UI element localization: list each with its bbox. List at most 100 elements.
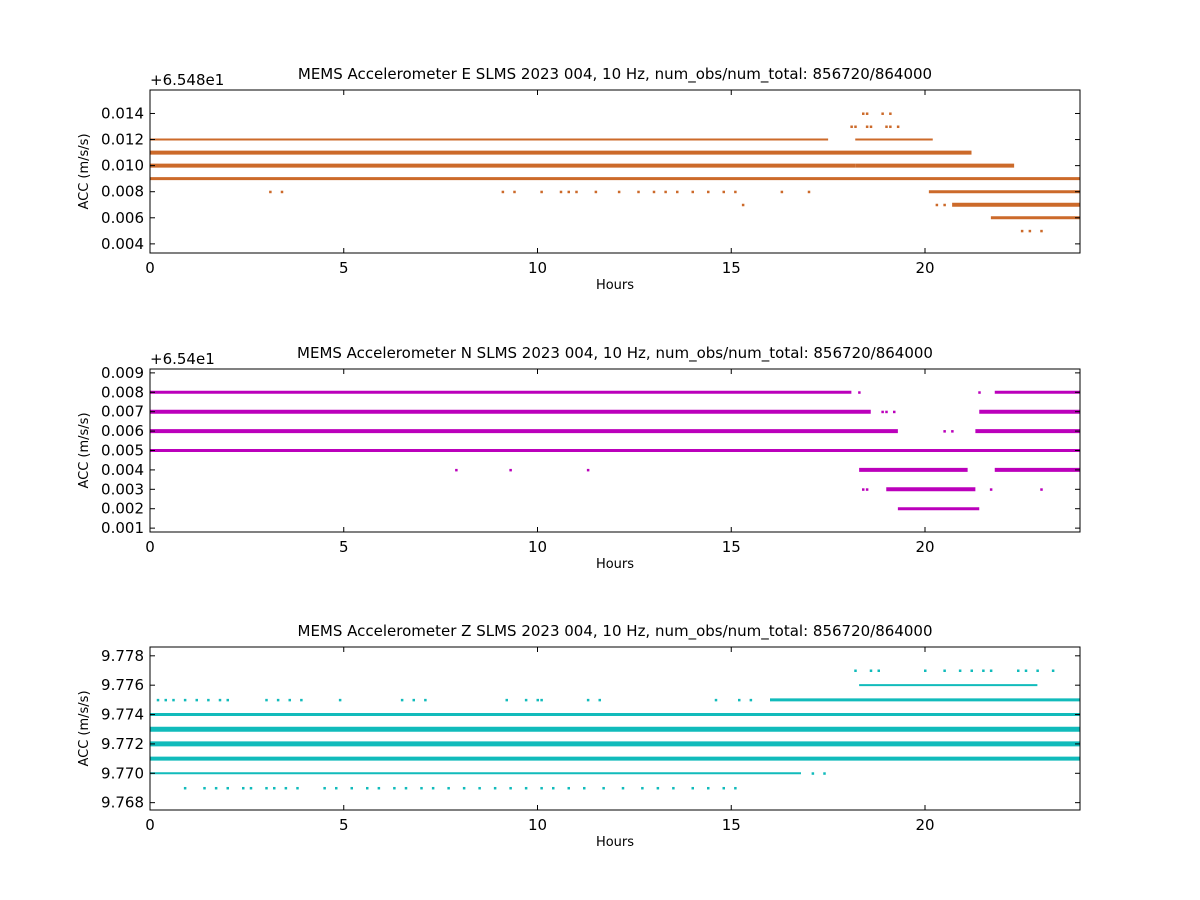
data-point-n-2-1 [509, 468, 512, 472]
data-point-z-3-12 [350, 786, 353, 790]
data-point-e-3-1 [935, 203, 939, 207]
data-point-e-2-19 [807, 190, 811, 194]
chart-title-e: MEMS Accelerometer E SLMS 2023 004, 10 H… [298, 65, 932, 84]
data-point-z-1-14 [412, 698, 415, 702]
data-point-z-1-0 [156, 698, 160, 702]
data-point-z-3-4 [242, 786, 245, 790]
data-point-z-3-6 [265, 786, 268, 790]
x-tick-label-e-4: 20 [915, 259, 934, 277]
data-point-e-2-10 [637, 190, 640, 194]
y-tick-label-n-8: 0.009 [101, 364, 144, 382]
data-point-e-4-1 [1028, 229, 1032, 233]
data-point-z-3-22 [493, 786, 497, 790]
data-point-n-0-0 [881, 410, 884, 414]
data-point-z-1-19 [540, 698, 543, 702]
chart-title-n: MEMS Accelerometer N SLMS 2023 004, 10 H… [297, 344, 933, 363]
data-point-z-0-12 [1051, 669, 1055, 672]
x-axis-label-e: Hours [596, 278, 634, 293]
data-point-z-1-20 [586, 698, 590, 702]
data-point-z-3-28 [583, 786, 586, 790]
axis-offset-label-n: +6.54e1 [150, 350, 215, 368]
data-point-z-2-1 [823, 772, 826, 775]
data-point-z-3-33 [672, 786, 675, 790]
data-point-z-3-17 [420, 786, 423, 790]
y-tick-label-n-4: 0.005 [101, 442, 144, 460]
data-point-z-3-19 [447, 786, 450, 790]
data-point-n-3-2 [989, 488, 993, 491]
data-point-z-0-6 [970, 669, 973, 672]
data-point-z-3-32 [656, 786, 660, 790]
data-point-z-1-12 [338, 698, 342, 702]
data-point-e-2-15 [707, 190, 710, 194]
x-tick-label-e-3: 15 [722, 259, 741, 277]
data-point-z-0-0 [854, 669, 857, 672]
data-point-z-3-24 [524, 786, 528, 790]
data-point-z-0-11 [1036, 669, 1039, 672]
data-point-z-3-1 [203, 786, 206, 790]
data-point-e-2-16 [722, 190, 725, 194]
data-point-e-0-2 [881, 112, 884, 115]
chart-title-z: MEMS Accelerometer Z SLMS 2023 004, 10 H… [298, 622, 933, 641]
y-axis-label-n: ACC (m/s/s) [77, 412, 92, 488]
data-point-e-1-1 [854, 125, 857, 129]
data-point-z-0-2 [877, 669, 880, 672]
data-point-z-3-26 [552, 786, 555, 790]
data-point-z-0-7 [982, 669, 985, 672]
data-point-z-3-35 [707, 786, 710, 790]
x-tick-label-n-4: 20 [915, 538, 934, 556]
data-point-z-0-5 [958, 669, 962, 672]
data-point-z-3-14 [377, 786, 381, 790]
y-tick-label-e-4: 0.012 [101, 131, 144, 149]
data-point-e-2-13 [676, 190, 679, 194]
data-point-e-1-6 [896, 125, 900, 129]
data-point-z-3-27 [567, 786, 570, 790]
data-point-e-1-4 [885, 125, 888, 129]
data-point-z-3-29 [602, 786, 605, 790]
x-tick-label-n-3: 15 [722, 538, 741, 556]
data-point-z-1-17 [524, 698, 528, 702]
chart-panel-z: MEMS Accelerometer Z SLMS 2023 004, 10 H… [77, 622, 1081, 850]
data-point-e-2-11 [652, 190, 656, 194]
data-point-z-3-31 [641, 786, 644, 790]
y-tick-label-e-0: 0.004 [101, 235, 144, 253]
data-point-n-3-3 [1040, 488, 1043, 491]
data-point-e-2-9 [617, 190, 621, 194]
data-point-z-3-20 [462, 786, 466, 790]
data-point-e-2-6 [567, 190, 570, 194]
data-point-z-1-16 [505, 698, 508, 702]
data-point-z-3-10 [323, 786, 326, 790]
x-tick-label-e-1: 5 [339, 259, 349, 277]
data-point-z-3-30 [621, 786, 625, 790]
data-point-z-1-13 [400, 698, 404, 702]
data-point-z-0-9 [1017, 669, 1020, 672]
data-point-e-1-5 [889, 125, 892, 129]
data-point-z-3-9 [296, 786, 299, 790]
data-point-z-3-15 [393, 786, 396, 790]
data-layer-e [150, 112, 1080, 233]
data-point-z-3-18 [431, 786, 435, 790]
data-point-z-1-18 [536, 698, 539, 702]
data-point-z-1-2 [172, 698, 175, 702]
data-point-n-4-1 [978, 391, 981, 394]
data-point-z-0-4 [943, 669, 946, 672]
data-point-z-1-22 [714, 698, 718, 702]
data-point-e-1-0 [850, 125, 853, 129]
data-point-e-0-3 [889, 112, 892, 115]
data-point-z-0-3 [924, 669, 927, 672]
data-point-n-1-0 [943, 430, 946, 433]
data-point-e-2-5 [559, 190, 563, 194]
plot-frame-e [149, 89, 1081, 254]
data-point-e-3-2 [943, 203, 946, 207]
data-point-z-3-3 [226, 786, 229, 790]
data-point-e-2-18 [780, 190, 784, 194]
data-point-z-1-10 [288, 698, 291, 702]
y-tick-label-z-1: 9.770 [101, 764, 144, 782]
data-point-z-3-23 [509, 786, 512, 790]
data-point-z-3-8 [284, 786, 288, 790]
data-point-z-1-1 [164, 698, 167, 702]
data-point-e-2-12 [664, 190, 667, 194]
y-tick-label-e-2: 0.008 [101, 183, 144, 201]
data-point-z-3-34 [691, 786, 694, 790]
data-point-z-1-3 [183, 698, 187, 702]
